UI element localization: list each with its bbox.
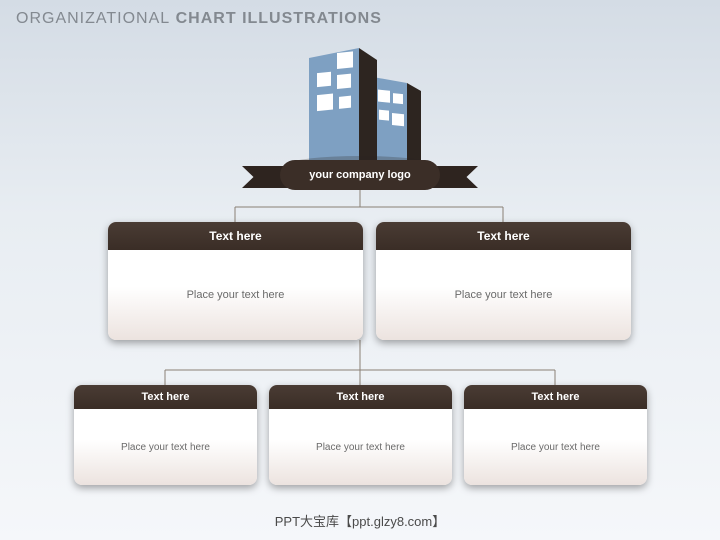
org-card-header: Text here [108, 222, 363, 250]
org-card-body: Place your text here [74, 409, 257, 485]
title-suffix: CHART ILLUSTRATIONS [176, 10, 382, 27]
org-card-header: Text here [376, 222, 631, 250]
org-card-header: Text here [464, 385, 647, 409]
logo-ribbon: your company logo [250, 160, 470, 190]
org-card-r2-3: Text here Place your text here [464, 385, 647, 485]
title-prefix: ORGANIZATIONAL [16, 10, 170, 27]
org-card-header: Text here [74, 385, 257, 409]
org-card-body: Place your text here [464, 409, 647, 485]
company-logo-illustration [275, 42, 445, 177]
footer-credit: PPT大宝库【ppt.glzy8.com】 [275, 511, 446, 530]
page-title: ORGANIZATIONAL CHART ILLUSTRATIONS [16, 10, 382, 28]
org-card-r1-1: Text here Place your text here [108, 222, 363, 340]
org-card-header: Text here [269, 385, 452, 409]
org-card-r2-1: Text here Place your text here [74, 385, 257, 485]
org-card-body: Place your text here [269, 409, 452, 485]
ribbon-label: your company logo [280, 160, 440, 190]
org-card-body: Place your text here [108, 250, 363, 340]
org-card-r2-2: Text here Place your text here [269, 385, 452, 485]
org-card-r1-2: Text here Place your text here [376, 222, 631, 340]
org-card-body: Place your text here [376, 250, 631, 340]
